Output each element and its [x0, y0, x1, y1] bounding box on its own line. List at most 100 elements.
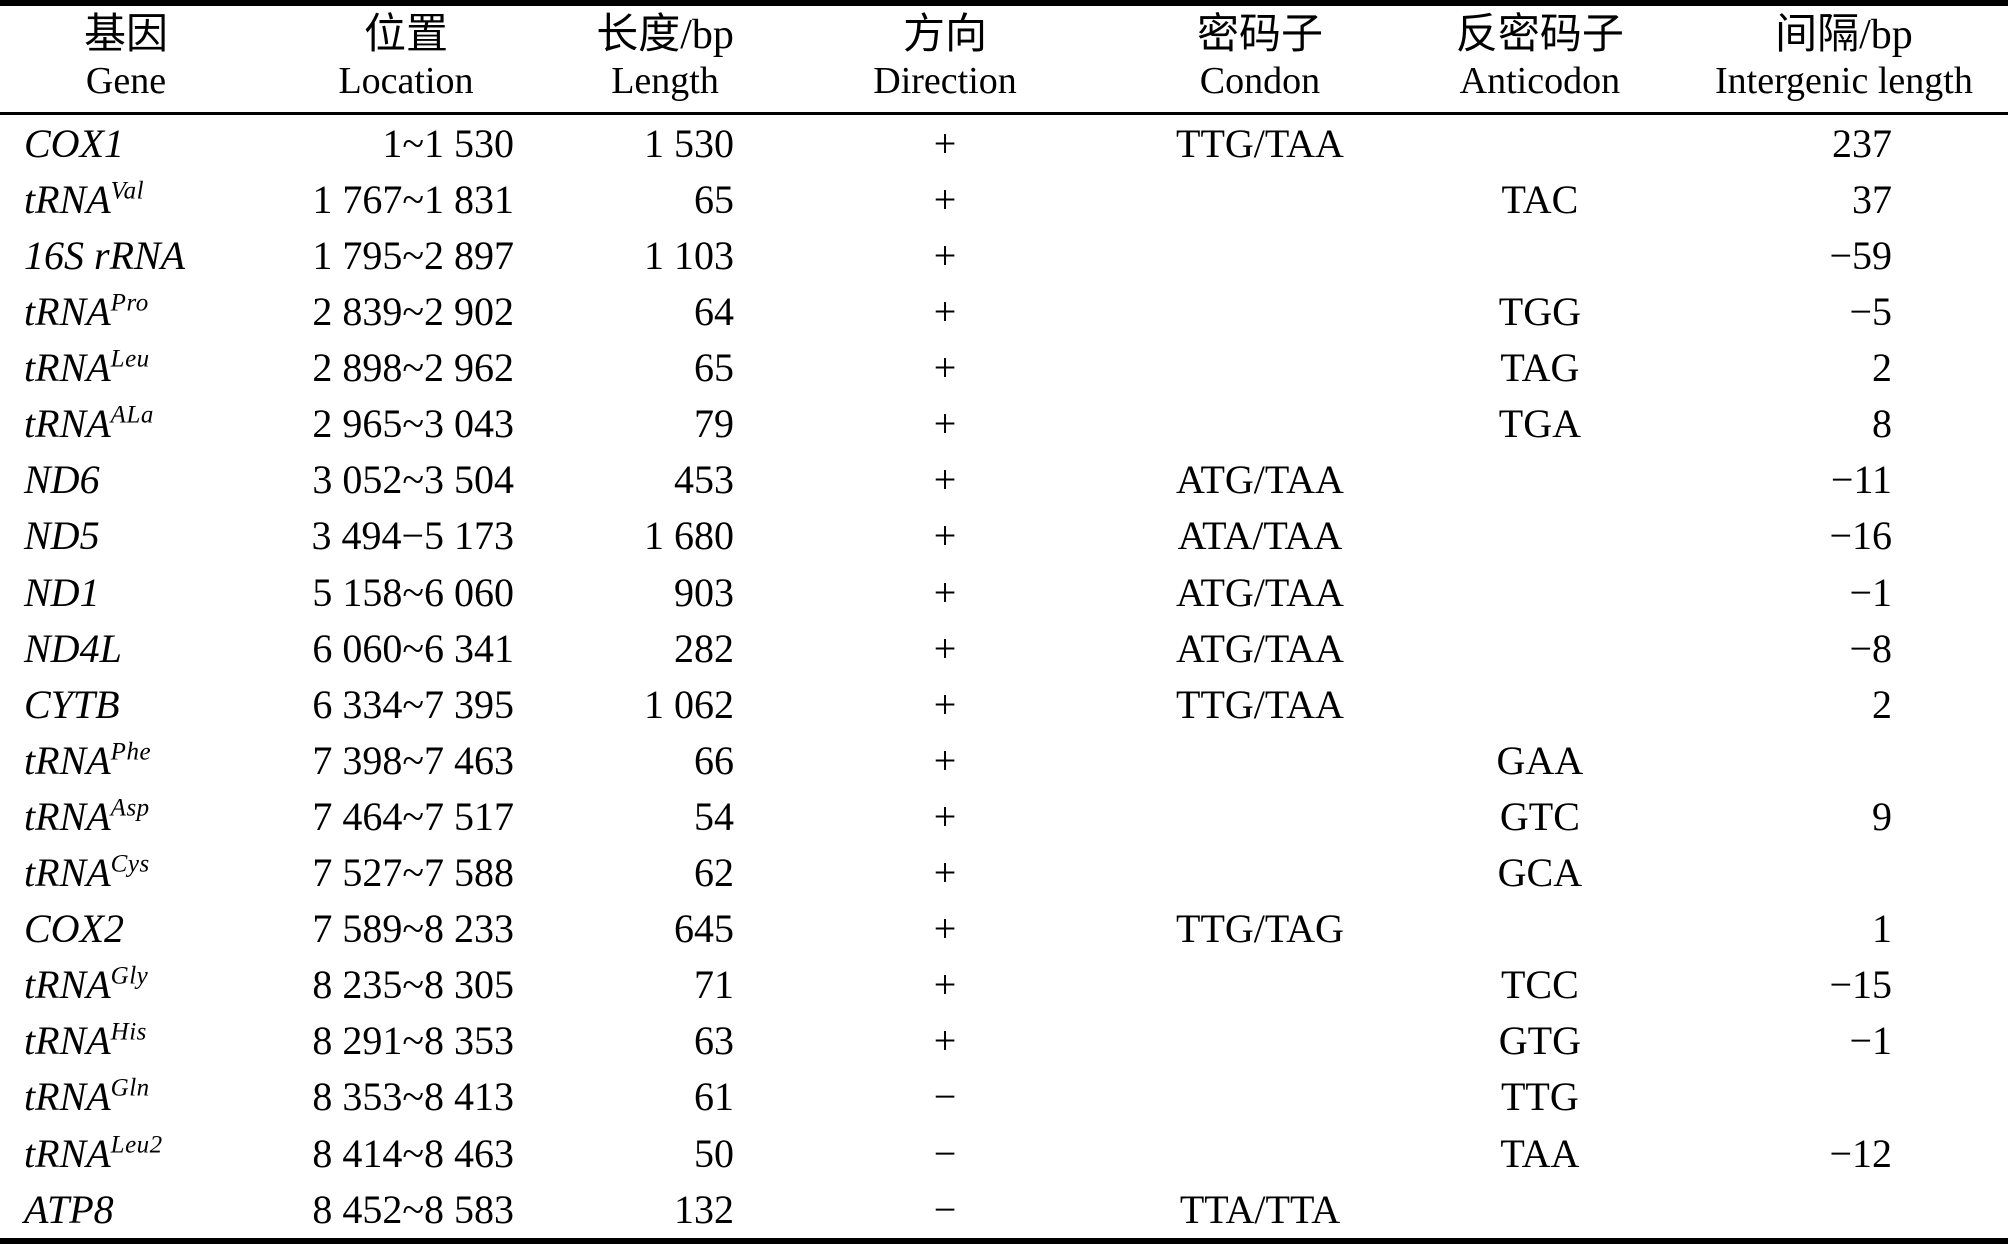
length-cell: 65 — [694, 176, 735, 222]
location-cell: 7 398~7 463 — [312, 737, 515, 783]
intergenic-cell: −5 — [1849, 288, 1892, 334]
codon-cell — [1120, 1013, 1400, 1069]
codon-cell — [1120, 732, 1400, 788]
direction-cell: + — [933, 1018, 957, 1064]
intergenic-cell: 9 — [1872, 793, 1892, 839]
location-cell: 8 452~8 583 — [312, 1187, 515, 1233]
location-cell: 1~1 530 — [382, 120, 515, 166]
codon-cell: TTG/TAA — [1176, 681, 1344, 727]
intergenic-cell: 37 — [1852, 176, 1892, 222]
header-row: 基因 Gene 位置 Location 长度/bp Length 方向 Dire… — [0, 3, 2008, 114]
anticodon-cell: TAC — [1501, 176, 1579, 222]
direction-cell: + — [933, 737, 957, 783]
codon-cell — [1120, 171, 1400, 227]
codon-cell: TTG/TAG — [1176, 906, 1344, 952]
gene-name: tRNA — [24, 850, 111, 896]
anticodon-cell — [1400, 901, 1680, 957]
column-header-en: Location — [338, 60, 474, 103]
column-header-zh: 间隔/bp — [1775, 12, 1913, 58]
column-header-zh: 密码子 — [1196, 12, 1323, 58]
anticodon-cell: TTG — [1501, 1074, 1579, 1120]
length-cell: 1 062 — [644, 681, 735, 727]
direction-cell: + — [933, 569, 957, 615]
table-row: tRNAPro 2 839~2 902 64 + TGG −5 — [0, 283, 2008, 339]
gene-cell: tRNAAsp — [0, 788, 252, 844]
length-cell: 903 — [674, 569, 735, 615]
table-row: 16S rRNA 1 795~2 897 1 103 + −59 — [0, 227, 2008, 283]
intergenic-cell — [1680, 1069, 2008, 1125]
gene-cell: ND5 — [0, 508, 252, 564]
gene-name: tRNA — [24, 1018, 111, 1064]
anticodon-cell — [1400, 564, 1680, 620]
gene-superscript: Pro — [110, 289, 149, 317]
column-header-en: Intergenic length — [1715, 60, 1973, 103]
direction-cell: + — [933, 962, 957, 1008]
intergenic-cell: −8 — [1849, 625, 1892, 671]
location-cell: 1 795~2 897 — [312, 232, 515, 278]
length-cell: 1 103 — [644, 232, 735, 278]
gene-cell: tRNAGln — [0, 1069, 252, 1125]
gene-cell: 16S rRNA — [0, 227, 252, 283]
codon-cell — [1120, 788, 1400, 844]
anticodon-cell: TAG — [1500, 345, 1580, 391]
column-header-zh: 基因 — [83, 12, 168, 58]
gene-name: tRNA — [24, 288, 111, 334]
gene-cell: CYTB — [0, 676, 252, 732]
table-row: tRNAPhe 7 398~7 463 66 + GAA — [0, 732, 2008, 788]
gene-cell: tRNALeu — [0, 340, 252, 396]
table-header: 基因 Gene 位置 Location 长度/bp Length 方向 Dire… — [0, 3, 2008, 114]
gene-name: tRNA — [24, 176, 111, 222]
column-header: 方向 Direction — [770, 3, 1120, 113]
table-row: CYTB 6 334~7 395 1 062 + TTG/TAA 2 — [0, 676, 2008, 732]
direction-cell: + — [933, 906, 957, 952]
gene-cell: tRNAHis — [0, 1013, 252, 1069]
location-cell: 3 052~3 504 — [312, 457, 515, 503]
gene-name: tRNA — [24, 401, 111, 447]
gene-superscript: Phe — [110, 738, 152, 766]
gene-cell: COX1 — [0, 113, 252, 171]
column-header: 长度/bp Length — [560, 3, 770, 113]
intergenic-cell — [1680, 732, 2008, 788]
intergenic-cell: 1 — [1872, 906, 1892, 952]
table-row: tRNALeu 2 898~2 962 65 + TAG 2 — [0, 340, 2008, 396]
anticodon-cell: GTC — [1499, 793, 1580, 839]
gene-cell: tRNAVal — [0, 171, 252, 227]
anticodon-cell: GCA — [1497, 850, 1583, 896]
gene-cell: tRNAPro — [0, 283, 252, 339]
intergenic-cell: 2 — [1872, 345, 1892, 391]
codon-cell — [1120, 957, 1400, 1013]
gene-name: ND5 — [24, 513, 100, 559]
intergenic-cell — [1680, 1181, 2008, 1241]
location-cell: 8 414~8 463 — [312, 1130, 515, 1176]
location-cell: 8 235~8 305 — [312, 962, 515, 1008]
length-cell: 64 — [694, 288, 735, 334]
gene-superscript: Leu — [110, 345, 150, 373]
location-cell: 2 839~2 902 — [312, 288, 515, 334]
anticodon-cell — [1400, 452, 1680, 508]
gene-cell: ND1 — [0, 564, 252, 620]
column-header-en: Direction — [873, 60, 1017, 103]
direction-cell: + — [933, 793, 957, 839]
intergenic-cell: −1 — [1849, 569, 1892, 615]
gene-name: 16S rRNA — [24, 232, 186, 278]
gene-superscript: His — [110, 1019, 147, 1047]
gene-name: ND1 — [24, 569, 100, 615]
codon-cell: ATG/TAA — [1176, 457, 1344, 503]
length-cell: 66 — [694, 737, 735, 783]
intergenic-cell: −15 — [1829, 962, 1892, 1008]
gene-superscript: Asp — [110, 794, 150, 822]
column-header-zh: 位置 — [364, 12, 449, 58]
column-header: 基因 Gene — [0, 3, 252, 113]
direction-cell: − — [933, 1187, 957, 1233]
gene-name: tRNA — [24, 793, 111, 839]
intergenic-cell: −12 — [1829, 1130, 1892, 1176]
location-cell: 7 589~8 233 — [312, 906, 515, 952]
anticodon-cell — [1400, 1181, 1680, 1241]
location-cell: 3 494−5 173 — [311, 513, 515, 559]
length-cell: 62 — [694, 850, 735, 896]
codon-cell — [1120, 845, 1400, 901]
location-cell: 6 060~6 341 — [312, 625, 515, 671]
codon-cell — [1120, 283, 1400, 339]
gene-cell: tRNAALa — [0, 396, 252, 452]
